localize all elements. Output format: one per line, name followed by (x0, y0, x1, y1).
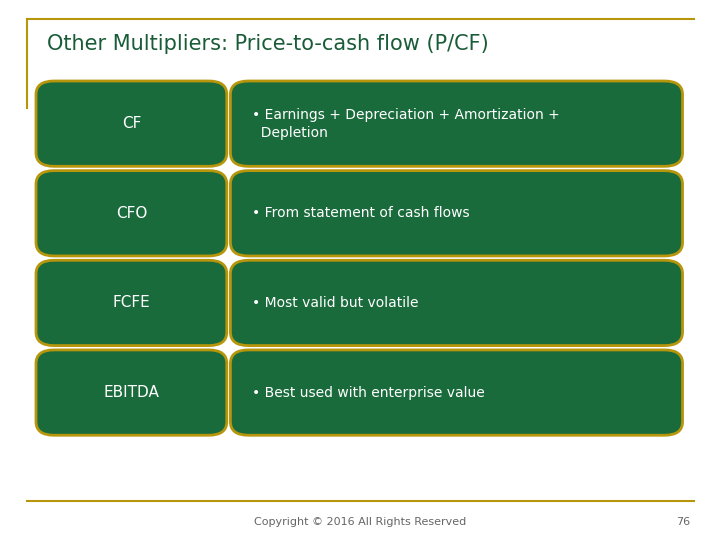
Text: Copyright © 2016 All Rights Reserved: Copyright © 2016 All Rights Reserved (254, 517, 466, 527)
Text: Other Multipliers: Price-to-cash flow (P/CF): Other Multipliers: Price-to-cash flow (P… (47, 34, 489, 55)
Text: 76: 76 (675, 517, 690, 527)
Text: • Earnings + Depreciation + Amortization +
  Depletion: • Earnings + Depreciation + Amortization… (252, 108, 559, 139)
FancyBboxPatch shape (36, 81, 227, 166)
FancyBboxPatch shape (36, 350, 227, 435)
Text: EBITDA: EBITDA (104, 385, 159, 400)
Text: FCFE: FCFE (112, 295, 150, 310)
FancyBboxPatch shape (230, 350, 683, 435)
Text: • From statement of cash flows: • From statement of cash flows (252, 206, 469, 220)
FancyBboxPatch shape (230, 260, 683, 346)
FancyBboxPatch shape (36, 171, 227, 256)
FancyBboxPatch shape (230, 171, 683, 256)
Text: • Best used with enterprise value: • Best used with enterprise value (252, 386, 485, 400)
Text: CF: CF (122, 116, 141, 131)
FancyBboxPatch shape (230, 81, 683, 166)
Text: • Most valid but volatile: • Most valid but volatile (252, 296, 418, 310)
Text: CFO: CFO (116, 206, 147, 221)
FancyBboxPatch shape (36, 260, 227, 346)
